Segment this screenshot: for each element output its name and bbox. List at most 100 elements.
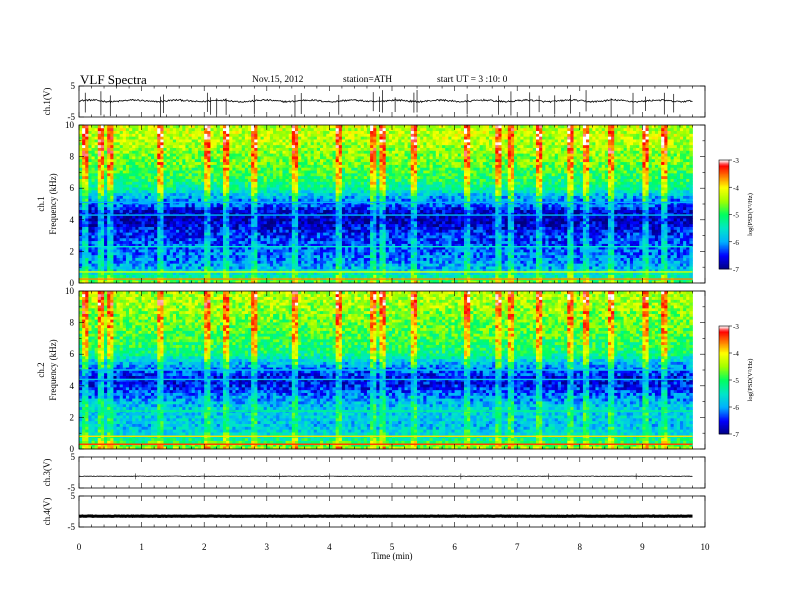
colorbar-cell	[719, 232, 729, 234]
x-tick-label: 2	[202, 542, 207, 552]
colorbar-cell	[719, 187, 729, 190]
colorbar-cell	[719, 407, 729, 409]
colorbar-cell	[719, 396, 729, 398]
y-tick-label: 2	[70, 412, 75, 422]
colorbar-cell	[719, 168, 729, 170]
y-tick-label: -5	[68, 483, 76, 493]
colorbar-cell	[719, 244, 729, 247]
colorbar-cell	[719, 373, 729, 375]
colorbar-cell	[719, 344, 729, 347]
ch1-waveform-panel: 5 -5 ch.1(V)	[42, 81, 706, 122]
colorbar-cell	[719, 335, 729, 338]
colorbar-cell	[719, 340, 729, 343]
chart-title: VLF Spectra	[80, 72, 147, 88]
colorbar-cell	[719, 264, 729, 267]
colorbar-cell	[719, 263, 729, 266]
station-label: station=ATH	[343, 75, 392, 85]
colorbar-cell	[719, 377, 729, 380]
y-tick-label: 0	[70, 444, 75, 454]
colorbar-cell	[719, 348, 729, 351]
colorbar-cell	[719, 222, 729, 225]
start-time-label: start UT = 3 :10: 0	[437, 75, 507, 85]
colorbar-cell	[719, 215, 729, 218]
y-tick-label: 6	[70, 183, 75, 193]
colorbar-cell	[719, 259, 729, 262]
x-axis-label: Time (min)	[372, 551, 413, 561]
colorbar-cell	[719, 161, 729, 164]
y-axis-label: Frequency (kHz)	[48, 173, 58, 234]
colorbar-cell	[719, 432, 729, 435]
y-tick-label: 5	[71, 81, 76, 91]
colorbar-cell	[719, 405, 729, 408]
x-tick-label: 9	[640, 542, 645, 552]
x-tick-label: 6	[452, 542, 457, 552]
colorbar-cell	[719, 213, 729, 215]
colorbar-cell	[719, 172, 729, 175]
colorbar-cell	[719, 390, 729, 393]
x-tick-label: 7	[515, 542, 520, 552]
colorbar-cell	[719, 331, 729, 334]
colorbar-cell	[719, 378, 729, 381]
colorbar-cell	[719, 330, 729, 332]
colorbar-cell	[719, 370, 729, 373]
colorbar-cell	[719, 427, 729, 429]
colorbar-cell	[719, 251, 729, 254]
colorbar-cell	[719, 334, 729, 336]
colorbar-cell	[719, 428, 729, 431]
colorbar-cell	[719, 196, 729, 199]
colorbar-cell	[719, 384, 729, 386]
colorbar-cell	[719, 419, 729, 421]
colorbar-cell	[719, 380, 729, 382]
colorbar-cell	[719, 343, 729, 346]
colorbar-cell	[719, 421, 729, 424]
ch3-waveform-panel: 5 -5 ch.3(V)	[42, 452, 706, 493]
y-axis-label: ch.4(V)	[42, 498, 52, 526]
y-axis-channel-label: ch.2	[36, 362, 46, 377]
colorbar-cell	[719, 195, 729, 198]
colorbar-cell	[719, 183, 729, 185]
colorbar-cell	[719, 239, 729, 241]
colorbar-cell	[719, 247, 729, 249]
colorbar-cell	[719, 236, 729, 239]
colorbar-cell	[719, 363, 729, 366]
colorbar-cell	[719, 351, 729, 354]
colorbar-cell	[719, 358, 729, 361]
colorbar-cell	[719, 233, 729, 236]
colorbar-cell	[719, 166, 729, 169]
colorbar-cell	[719, 332, 729, 335]
y-tick-label: 10	[65, 286, 75, 296]
colorbar-cell	[719, 176, 729, 179]
colorbar-cell	[719, 423, 729, 425]
colorbar-tick-label: -5	[733, 377, 739, 385]
x-tick-label: 3	[265, 542, 270, 552]
colorbar-cell	[719, 210, 729, 213]
colorbar-tick-label: -7	[733, 431, 739, 439]
colorbar-cell	[719, 262, 729, 264]
colorbar-cell	[719, 194, 729, 196]
y-tick-label: 4	[70, 381, 75, 391]
colorbar-cell	[719, 429, 729, 432]
colorbar-cell	[719, 415, 729, 417]
colorbar-cell	[719, 267, 729, 270]
colorbar-cell	[719, 240, 729, 243]
colorbar-cell	[719, 200, 729, 203]
colorbar-tick-label: -3	[733, 323, 739, 331]
colorbar-cell	[719, 404, 729, 407]
colorbar-cell	[719, 255, 729, 258]
colorbar-cell	[719, 249, 729, 252]
colorbar-cell	[719, 203, 729, 206]
x-tick-label: 4	[327, 542, 332, 552]
colorbar-cell	[719, 346, 729, 348]
x-tick-label: 10	[701, 542, 711, 552]
colorbar-cell	[719, 411, 729, 413]
colorbar-label: log(PSD(V²/Hz)	[747, 193, 754, 236]
colorbar-cell	[719, 174, 729, 177]
colorbar-cell	[719, 371, 729, 374]
colorbar-label: log(PSD(V²/Hz)	[747, 359, 754, 402]
colorbar-cell	[719, 162, 729, 165]
y-tick-label: -5	[68, 112, 76, 122]
colorbar-cell	[719, 417, 729, 420]
colorbar-cell	[719, 173, 729, 176]
colorbar-tick-label: -6	[733, 404, 739, 412]
ch4-waveform-panel: 5 -5 ch.4(V)	[42, 491, 706, 532]
